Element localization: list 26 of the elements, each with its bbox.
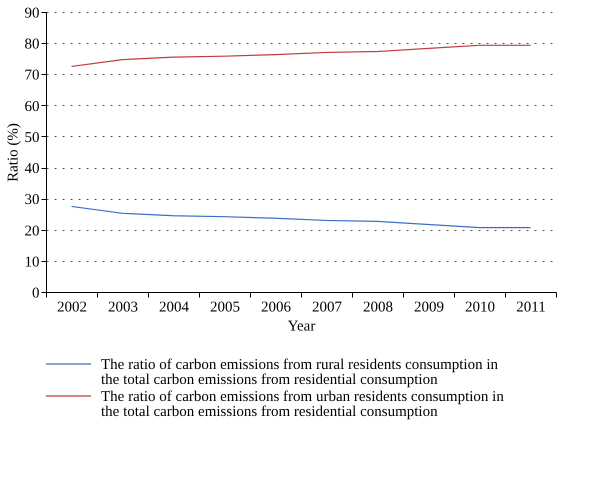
legend-label: The ratio of carbon emissions from urban residents consumption in the total carbon emissions from residential consumption: [101, 389, 504, 420]
y-axis-title: Ratio (%): [6, 123, 22, 182]
x-tick-label: 2008: [363, 300, 393, 316]
x-tick-label: 2009: [414, 300, 444, 316]
x-tick-label: 2003: [108, 300, 138, 316]
x-tick-label: 2002: [57, 300, 87, 316]
x-tick-label: 2006: [261, 300, 292, 316]
y-tick-label: 30: [24, 192, 40, 208]
y-tick-label: 60: [24, 98, 40, 115]
x-tick-label: 2005: [210, 300, 240, 316]
line-series: [70, 44, 532, 68]
y-tick-label: 70: [24, 68, 40, 84]
line-series: [70, 206, 532, 228]
x-tick-label: 2004: [159, 300, 190, 316]
y-tick-label: 0: [32, 286, 40, 302]
x-tick-label: 2010: [465, 300, 495, 316]
y-tick-label: 10: [24, 254, 40, 270]
legend-label: The ratio of carbon emissions from rural residents consumption in the total carbon emissions from residential consumption: [101, 357, 498, 388]
y-tick-label: 80: [24, 36, 40, 53]
x-axis-title: Year: [288, 318, 316, 334]
y-tick-label: 20: [24, 223, 40, 240]
y-tick-label: 50: [24, 130, 40, 146]
y-tick-label: 90: [24, 6, 40, 22]
y-tick-label: 40: [24, 161, 40, 178]
x-tick-label: 2011: [516, 300, 546, 316]
x-tick-label: 2007: [312, 300, 342, 316]
